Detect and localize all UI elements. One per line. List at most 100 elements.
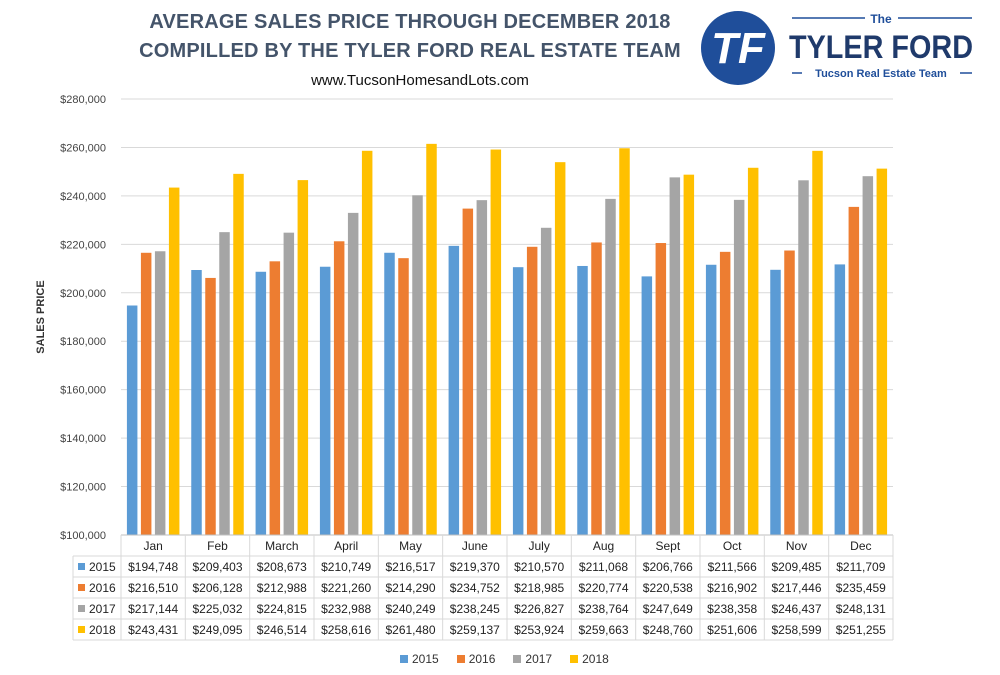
data-label: $211,068 <box>579 560 628 574</box>
data-label: $248,131 <box>836 602 886 616</box>
category-label: Feb <box>207 539 228 553</box>
legend-label: 2018 <box>582 652 609 666</box>
bar-2015-Oct <box>705 264 717 535</box>
data-label: $209,403 <box>192 560 242 574</box>
bar-2016-June <box>462 208 474 535</box>
bar-2017-April <box>347 212 359 535</box>
table-series-name: 2016 <box>89 581 116 595</box>
data-label: $238,245 <box>450 602 500 616</box>
bar-2015-April <box>319 266 331 535</box>
legend-label: 2017 <box>525 652 553 666</box>
bar-2015-June <box>448 245 460 536</box>
y-tick-label: $220,000 <box>60 239 106 251</box>
bar-2016-Aug <box>591 242 602 535</box>
y-tick-label: $260,000 <box>60 142 106 154</box>
bar-2018-Jan <box>168 187 180 535</box>
bar-2015-March <box>255 271 267 535</box>
data-label: $208,673 <box>257 560 307 574</box>
data-label: $249,095 <box>192 623 242 637</box>
bar-2018-April <box>361 150 373 535</box>
legend-label: 2016 <box>468 652 496 666</box>
data-label: $258,616 <box>321 623 371 637</box>
y-tick-label: $160,000 <box>60 385 106 397</box>
data-label: $209,485 <box>771 560 821 574</box>
data-label: $238,764 <box>578 602 628 616</box>
legend-label: 2015 <box>412 652 439 666</box>
legend-item: 2017 <box>513 652 552 666</box>
table-series-swatch <box>78 584 85 591</box>
bar-2018-Oct <box>747 167 759 535</box>
table-series-swatch <box>78 626 85 633</box>
table-series-swatch <box>78 605 85 612</box>
bar-2017-May <box>412 195 423 535</box>
bar-2016-Feb <box>205 277 216 535</box>
bar-2018-Sept <box>683 174 695 535</box>
data-label: $220,774 <box>578 581 628 595</box>
legend-item: 2015 <box>400 652 439 666</box>
logo-the: The <box>870 12 892 26</box>
website-url: www.TucsonHomesandLots.com <box>311 72 529 89</box>
data-table: Jan Feb March April May June July Aug Sept Oct Nov… <box>72 534 894 641</box>
logo-monogram: TF <box>711 24 766 73</box>
legend-item: 2016 <box>456 652 496 666</box>
bar-2015-Feb <box>191 270 202 535</box>
y-tick-label: $120,000 <box>60 482 106 494</box>
chart-title: AVERAGE SALES PRICE THROUGH DECEMBER 201… <box>110 8 710 66</box>
data-label: $216,510 <box>128 581 178 595</box>
data-label: $220,538 <box>643 581 693 595</box>
data-label: $246,437 <box>771 602 821 616</box>
bar-2015-Jan <box>126 305 138 535</box>
legend-swatch <box>456 655 465 663</box>
legend-item: 2018 <box>570 652 609 666</box>
legend-swatch <box>513 655 522 663</box>
data-label: $206,128 <box>192 581 242 595</box>
bar-2016-July <box>526 246 538 536</box>
data-label: $221,260 <box>321 581 371 595</box>
data-label: $243,431 <box>128 623 178 637</box>
table-series-name: 2018 <box>89 623 116 637</box>
data-label: $235,459 <box>836 581 886 595</box>
bar-2018-Dec <box>876 168 888 536</box>
data-label: $258,599 <box>771 623 821 637</box>
category-label: Oct <box>723 539 742 553</box>
category-label: May <box>399 539 422 553</box>
data-label: $261,480 <box>385 623 435 637</box>
bars <box>126 143 888 536</box>
data-label: $217,446 <box>771 581 821 595</box>
data-label: $232,988 <box>321 602 371 616</box>
y-tick-label: $200,000 <box>60 288 106 300</box>
y-tick-label: $140,000 <box>60 433 106 445</box>
bar-2016-Nov <box>784 250 795 535</box>
table-series-name: 2015 <box>89 560 116 574</box>
bar-2018-Aug <box>619 148 630 535</box>
data-label: $225,032 <box>192 602 242 616</box>
logo-monogram-circle <box>701 11 775 85</box>
y-tick-label: $100,000 <box>60 530 106 542</box>
data-label: $217,144 <box>128 602 178 616</box>
category-label: Dec <box>850 539 871 553</box>
data-label: $210,749 <box>321 560 371 574</box>
data-label: $246,514 <box>257 623 307 637</box>
data-label: $194,748 <box>128 560 178 574</box>
data-label: $259,663 <box>578 623 628 637</box>
data-label: $216,517 <box>385 560 435 574</box>
data-label: $240,249 <box>385 602 435 616</box>
bar-2017-Aug <box>605 198 616 535</box>
category-label: April <box>334 539 358 553</box>
bar-2016-Sept <box>655 243 667 535</box>
data-label: $251,255 <box>836 623 886 637</box>
bar-2017-July <box>540 227 552 536</box>
data-label: $226,827 <box>514 602 564 616</box>
data-label: $206,766 <box>643 560 693 574</box>
bar-2016-Jan <box>140 252 152 535</box>
logo-name: TYLER FORD <box>789 29 973 65</box>
data-label: $218,985 <box>514 581 564 595</box>
data-label: $224,815 <box>257 602 307 616</box>
bar-chart: $100,000 $120,000 $140,000 $160,000 $180,000… <box>35 94 894 641</box>
bar-2015-Sept <box>641 276 653 535</box>
bar-2015-Aug <box>577 265 588 535</box>
data-label: $214,290 <box>385 581 435 595</box>
bar-2015-Dec <box>834 264 846 535</box>
data-label: $238,358 <box>707 602 757 616</box>
data-label: $211,566 <box>708 560 757 574</box>
